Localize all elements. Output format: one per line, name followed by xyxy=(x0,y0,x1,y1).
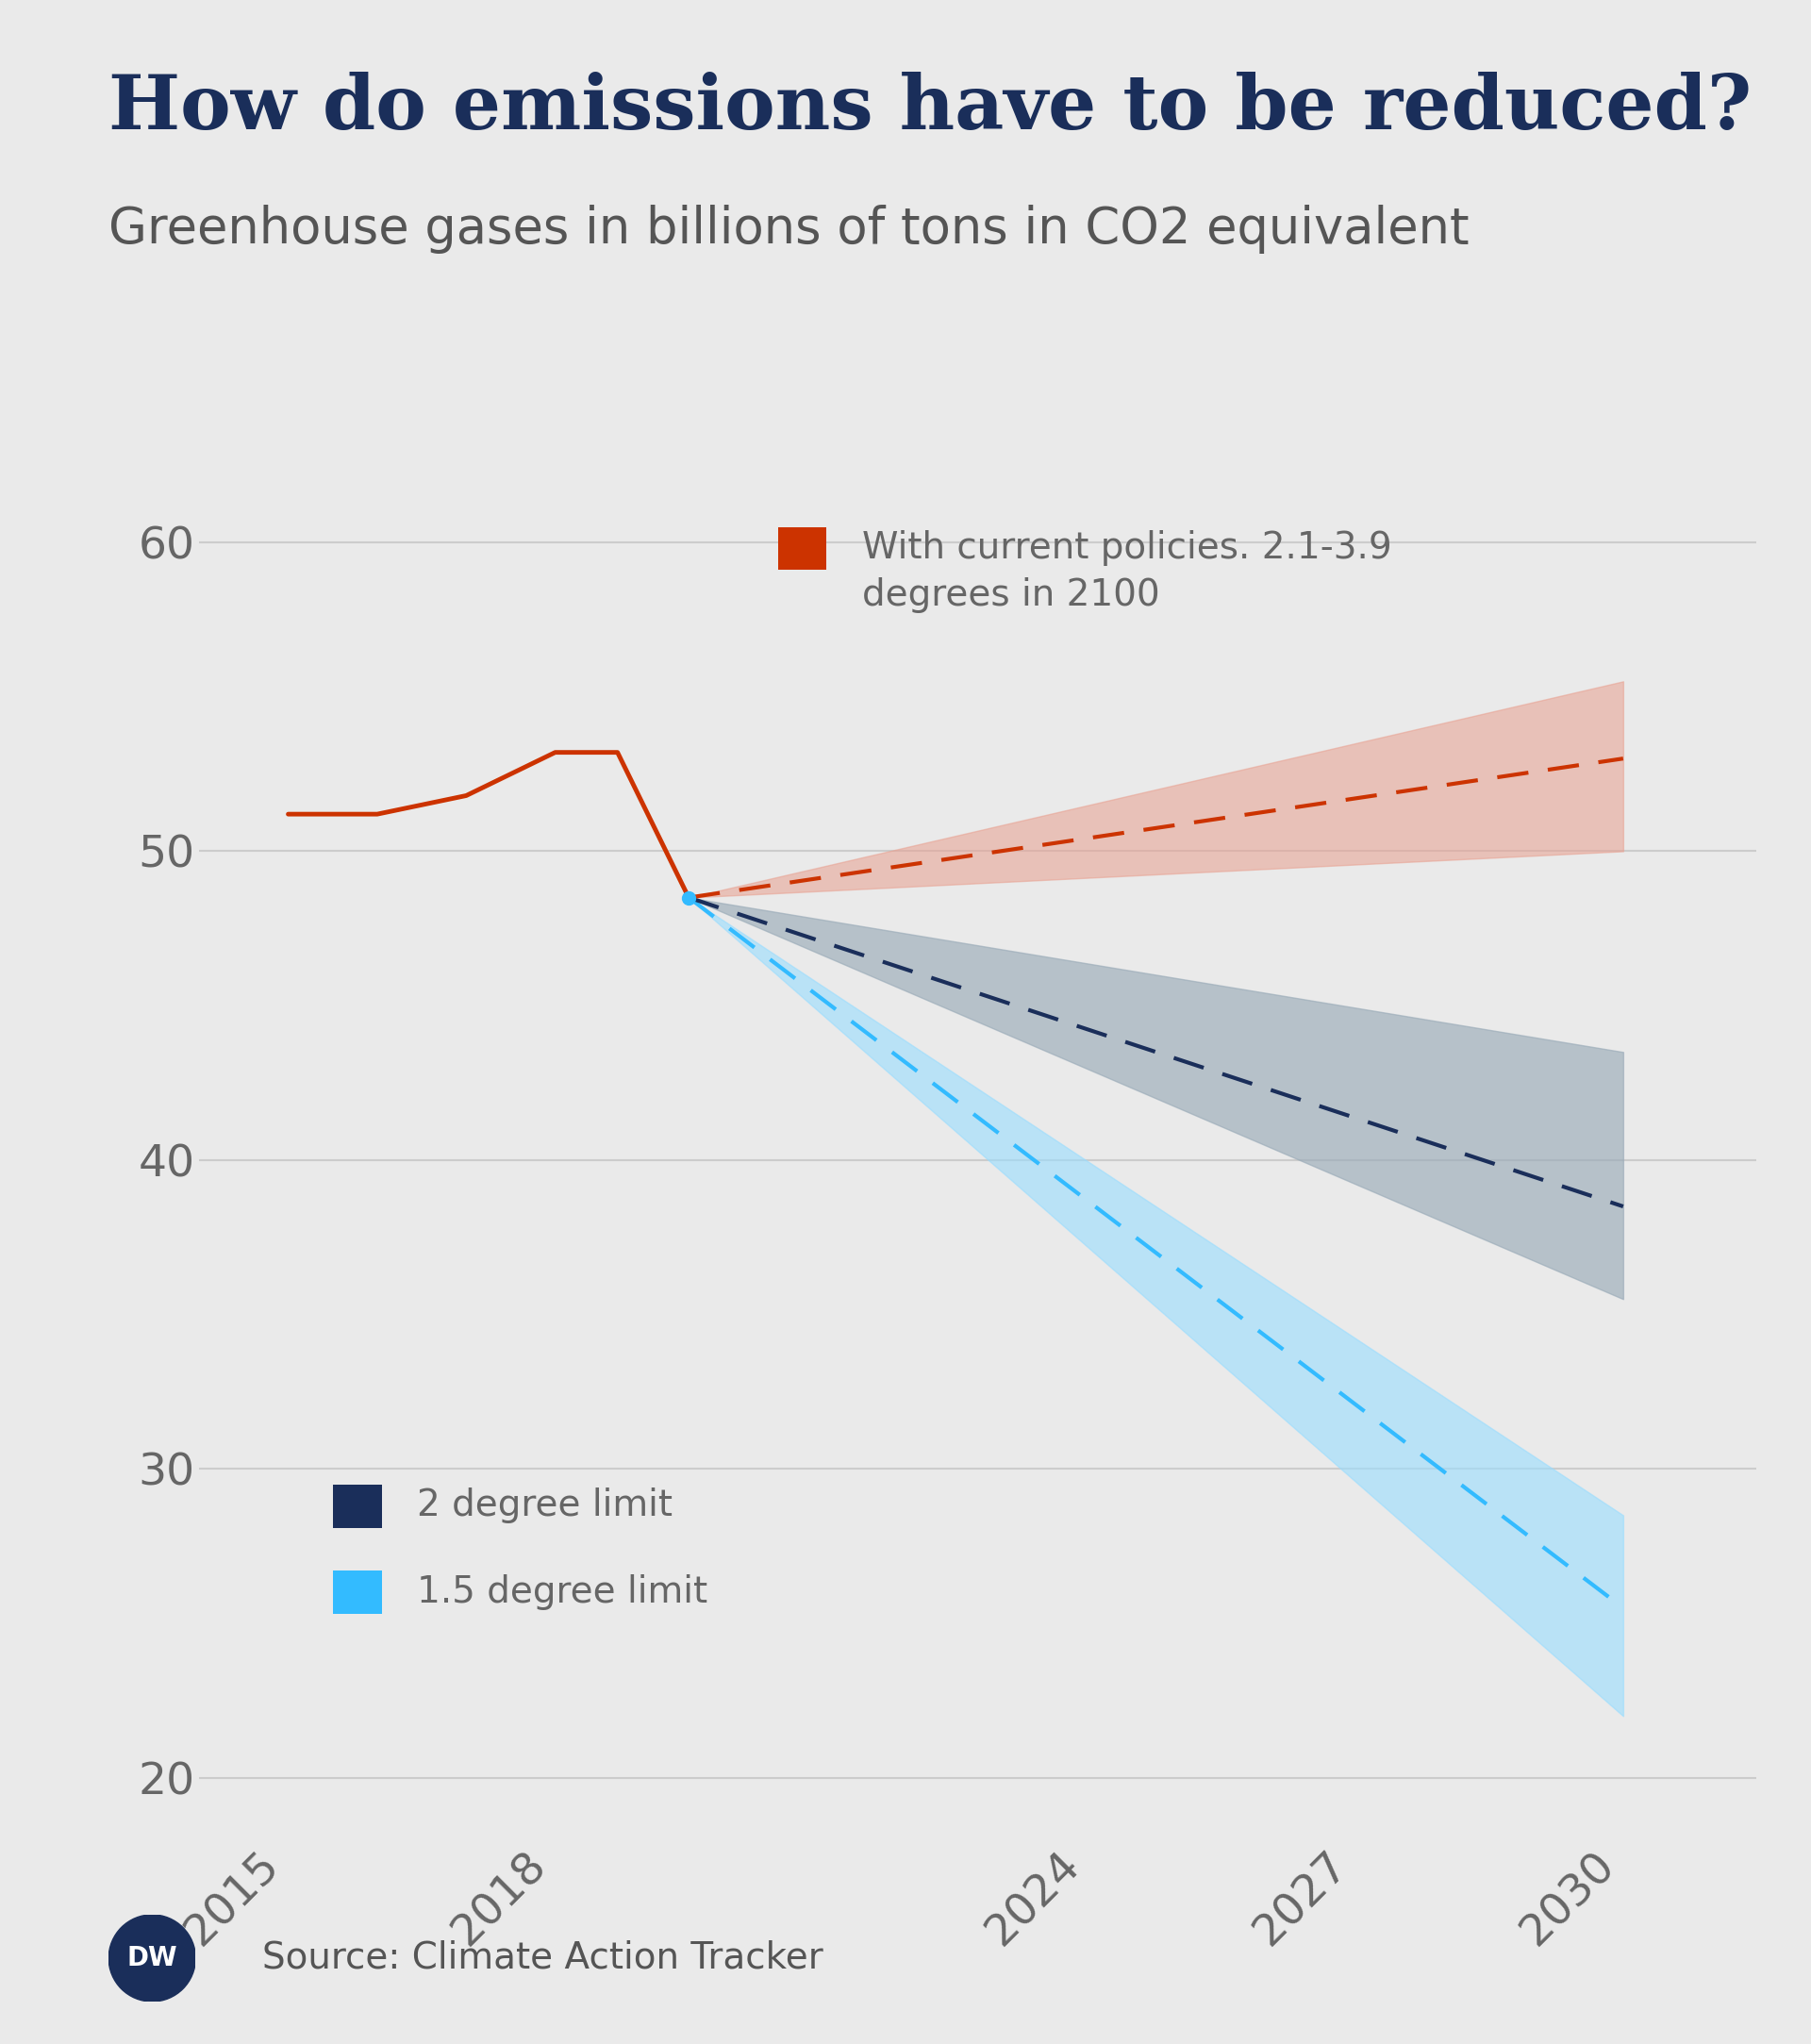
FancyBboxPatch shape xyxy=(777,527,826,570)
Text: 2 degree limit: 2 degree limit xyxy=(417,1488,674,1523)
Text: Greenhouse gases in billions of tons in CO2 equivalent: Greenhouse gases in billions of tons in … xyxy=(109,204,1469,253)
Text: Source: Climate Action Tracker: Source: Climate Action Tracker xyxy=(263,1940,824,1977)
Text: DW: DW xyxy=(127,1946,177,1970)
Circle shape xyxy=(109,1915,196,2001)
Text: With current policies. 2.1-3.9
degrees in 2100: With current policies. 2.1-3.9 degrees i… xyxy=(862,529,1393,613)
Text: 1.5 degree limit: 1.5 degree limit xyxy=(417,1574,708,1611)
FancyBboxPatch shape xyxy=(333,1484,382,1527)
Text: How do emissions have to be reduced?: How do emissions have to be reduced? xyxy=(109,72,1751,145)
FancyBboxPatch shape xyxy=(333,1572,382,1615)
